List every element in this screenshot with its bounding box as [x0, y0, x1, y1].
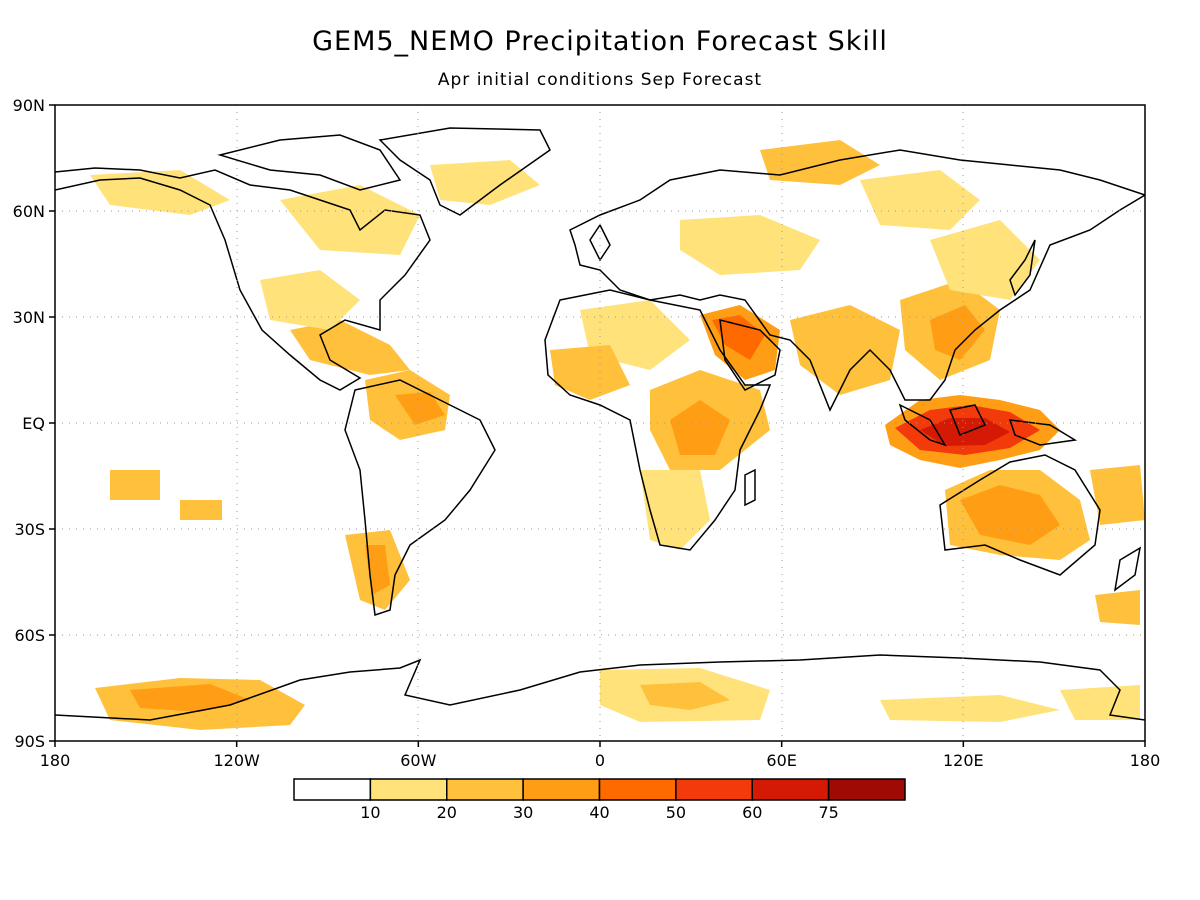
colorbar-swatch — [293, 778, 372, 801]
colorbar-label: 10 — [360, 803, 380, 822]
skill-region-central-asia — [680, 215, 820, 275]
lat-label: 90S — [14, 732, 45, 751]
coast-australia — [939, 454, 1101, 576]
skill-region-india — [790, 305, 900, 395]
colorbar-swatch — [675, 778, 753, 801]
map-title: GEM5_NEMO Precipitation Forecast Skill — [312, 26, 888, 57]
coast-north-america — [55, 167, 431, 391]
coast-greenland — [378, 127, 551, 216]
coast-arabia — [719, 319, 781, 391]
lon-label: 120E — [943, 751, 984, 770]
lat-label: 30S — [14, 520, 45, 539]
colorbar-swatch — [598, 778, 677, 801]
skill-region-east-asia — [930, 220, 1040, 300]
coast-arctic-islands — [217, 134, 402, 191]
skill-region-alaska — [90, 170, 230, 215]
colorbar-swatch — [751, 778, 830, 801]
skill-region-central-pacific — [180, 500, 222, 520]
coast-antarctica — [55, 654, 1145, 721]
skill-region-arabia-core — [712, 315, 765, 360]
skill-region-greenland — [430, 160, 540, 205]
skill-region-canada — [280, 185, 420, 255]
lon-label: 60W — [400, 751, 436, 770]
coast-new-zealand — [1113, 546, 1142, 592]
colorbar-label: 40 — [589, 803, 609, 822]
skill-region-pacific-south — [1090, 465, 1145, 525]
skill-region-siberia — [860, 170, 980, 230]
colorbar-label: 20 — [437, 803, 457, 822]
lat-label: 60N — [13, 202, 45, 221]
lat-label: EQ — [22, 414, 45, 433]
skill-region-antarctica-west-core — [130, 684, 250, 712]
coast-eurasia — [569, 149, 1145, 412]
skill-region-east-africa-core — [670, 400, 730, 455]
lon-label: 120W — [213, 751, 260, 770]
colorbar-swatch — [446, 778, 524, 801]
lon-label: 180 — [40, 751, 71, 770]
coast-south-america — [344, 379, 496, 617]
coastlines — [55, 127, 1145, 721]
coast-borneo — [948, 404, 987, 436]
skill-region-south-africa — [640, 470, 710, 550]
coast-sumatra — [898, 403, 947, 447]
lat-label: 60S — [14, 626, 45, 645]
coast-madagascar — [744, 468, 756, 507]
colorbar-swatch — [827, 778, 906, 801]
coast-africa — [544, 289, 772, 551]
skill-region-antarctica-east-core — [640, 682, 730, 710]
lon-label: 0 — [595, 751, 605, 770]
coast-japan — [1009, 239, 1036, 297]
coast-new-guinea — [1008, 419, 1078, 446]
colorbar-label: 50 — [666, 803, 686, 822]
lat-label: 90N — [13, 96, 45, 115]
colorbar-label: 60 — [742, 803, 762, 822]
skill-field — [90, 140, 1145, 730]
skill-region-australia-core — [960, 485, 1060, 545]
colorbar-label: 30 — [513, 803, 533, 822]
colorbar: 10 20 30 40 50 60 75 — [293, 778, 906, 822]
skill-region-indonesia-peak — [920, 418, 1010, 446]
skill-region-tasman — [1095, 590, 1140, 625]
colorbar-swatch — [522, 778, 601, 801]
colorbar-swatch — [369, 778, 448, 801]
map-subtitle: Apr initial conditions Sep Forecast — [437, 70, 763, 90]
lat-label: 30N — [13, 308, 45, 327]
graticule — [55, 105, 1145, 741]
skill-region-se-asia-core — [930, 305, 985, 360]
colorbar-label: 75 — [818, 803, 838, 822]
lon-label: 180 — [1130, 751, 1161, 770]
skill-region-antarctica-far-east — [880, 695, 1060, 722]
skill-region-e-pacific — [110, 470, 160, 500]
skill-region-north-europe — [760, 140, 880, 185]
skill-region-antarctica-ross — [1060, 685, 1140, 720]
skill-region-west-africa — [550, 345, 630, 400]
lon-label: 60E — [766, 751, 796, 770]
skill-region-caribbean — [290, 320, 410, 375]
coast-britain — [589, 223, 611, 262]
skill-region-amazon-core — [395, 392, 445, 425]
skill-region-us — [260, 270, 360, 330]
